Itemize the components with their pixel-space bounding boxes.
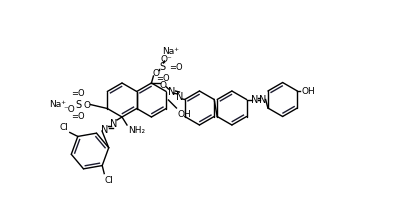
Text: Cl: Cl	[104, 175, 113, 184]
Text: O⁻: O⁻	[160, 54, 172, 63]
Text: =O: =O	[169, 62, 183, 71]
Text: OH: OH	[301, 87, 315, 96]
Text: O: O	[84, 100, 91, 109]
Text: Na⁺: Na⁺	[162, 46, 179, 55]
Text: S: S	[160, 62, 166, 72]
Text: Na⁺: Na⁺	[49, 100, 66, 108]
Text: =O: =O	[71, 89, 85, 98]
Text: N: N	[110, 118, 118, 128]
Text: NH₂: NH₂	[128, 125, 145, 134]
Text: Cl: Cl	[60, 123, 69, 132]
Text: N: N	[101, 124, 109, 134]
Text: N: N	[176, 92, 183, 101]
Text: N: N	[259, 95, 266, 105]
Text: O: O	[160, 81, 167, 90]
Text: =O: =O	[71, 112, 85, 121]
Text: N: N	[251, 95, 258, 105]
Text: OH: OH	[177, 109, 191, 118]
Text: N: N	[168, 87, 175, 97]
Text: S: S	[75, 100, 81, 110]
Text: ⁻O: ⁻O	[64, 104, 75, 113]
Text: O: O	[153, 69, 160, 78]
Text: =O: =O	[156, 74, 169, 83]
